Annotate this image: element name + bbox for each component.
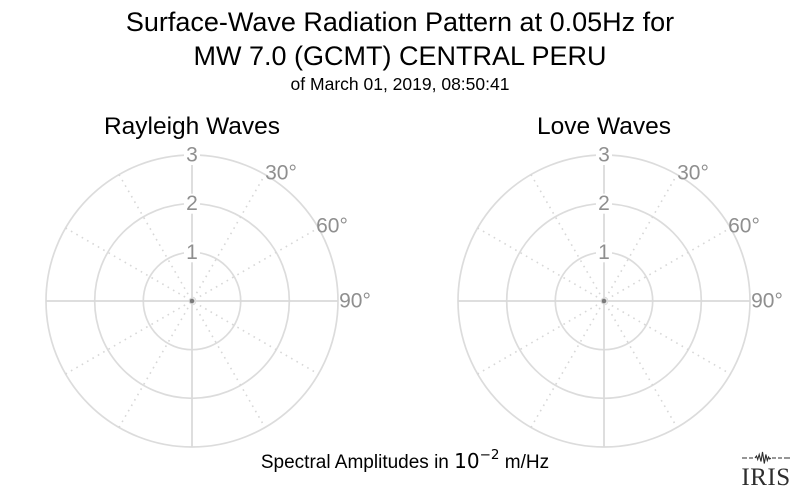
- caption-prefix: Spectral Amplitudes in: [260, 452, 455, 473]
- r-tick-label-3: 3: [186, 144, 198, 167]
- theta-gridline-120-300: [65, 227, 319, 375]
- love-plot-title: Love Waves: [537, 113, 671, 140]
- theta-label-30: 30°: [677, 162, 709, 185]
- caption-math-base: 10: [454, 449, 480, 473]
- caption-suffix: m/Hz: [499, 452, 550, 473]
- theta-label-60: 60°: [316, 215, 348, 238]
- theta-gridline-60-240: [65, 227, 319, 375]
- event-date-line: of March 01, 2019, 08:50:41: [290, 74, 510, 94]
- theta-grid-dotted-lines: [477, 174, 731, 428]
- r-tick-label-bg: [184, 145, 200, 165]
- r-tick-label-1: 1: [598, 241, 610, 264]
- r-tick-labels: 1 2 3: [184, 144, 200, 264]
- seismogram-spike: [754, 451, 772, 464]
- seismogram-icon: [742, 451, 790, 464]
- theta-label-90: 90°: [751, 290, 783, 313]
- theta-grid-dotted-lines: [65, 174, 319, 428]
- theta-gridline-30-210: [530, 174, 678, 428]
- r-tick-labels: 1 2 3: [596, 144, 612, 264]
- theta-gridline-150-330: [530, 174, 678, 428]
- love-polar-plot: 1 2 3 30° 60° 90°: [457, 144, 783, 448]
- rayleigh-polar-plot: 1 2 3 30° 60° 90°: [45, 144, 371, 448]
- theta-gridline-150-330: [118, 174, 266, 428]
- theta-gridline-30-210: [118, 174, 266, 428]
- theta-gridline-120-300: [477, 227, 731, 375]
- units-caption: Spectral Amplitudes in 10−2 m/Hz: [5, 447, 800, 475]
- figure-title-line-2: MW 7.0 (GCMT) CENTRAL PERU: [193, 41, 607, 71]
- r-tick-label-bg: [184, 242, 200, 263]
- theta-label-30: 30°: [265, 162, 297, 185]
- theta-tick-labels: 30° 60° 90°: [265, 162, 371, 313]
- theta-gridline-60-240: [477, 227, 731, 375]
- r-tick-label-2: 2: [186, 192, 198, 215]
- r-tick-label-bg: [596, 193, 612, 214]
- iris-logo: IRIS: [741, 451, 790, 491]
- caption-exponent: −2: [479, 447, 500, 464]
- r-tick-label-bg: [596, 242, 612, 263]
- r-tick-label-bg: [596, 145, 612, 165]
- theta-tick-labels: 30° 60° 90°: [677, 162, 783, 313]
- theta-label-90: 90°: [339, 290, 371, 313]
- r-tick-label-1: 1: [186, 241, 198, 264]
- figure-title-line-1: Surface-Wave Radiation Pattern at 0.05Hz…: [125, 7, 675, 37]
- theta-label-60: 60°: [728, 215, 760, 238]
- r-tick-label-bg: [184, 193, 200, 214]
- rayleigh-plot-title: Rayleigh Waves: [103, 113, 281, 140]
- radiation-pattern-center-dot: [189, 298, 195, 304]
- r-tick-label-3: 3: [598, 144, 610, 167]
- radiation-pattern-center-dot: [601, 298, 607, 304]
- iris-logo-text: IRIS: [741, 464, 790, 491]
- r-tick-label-2: 2: [598, 192, 610, 215]
